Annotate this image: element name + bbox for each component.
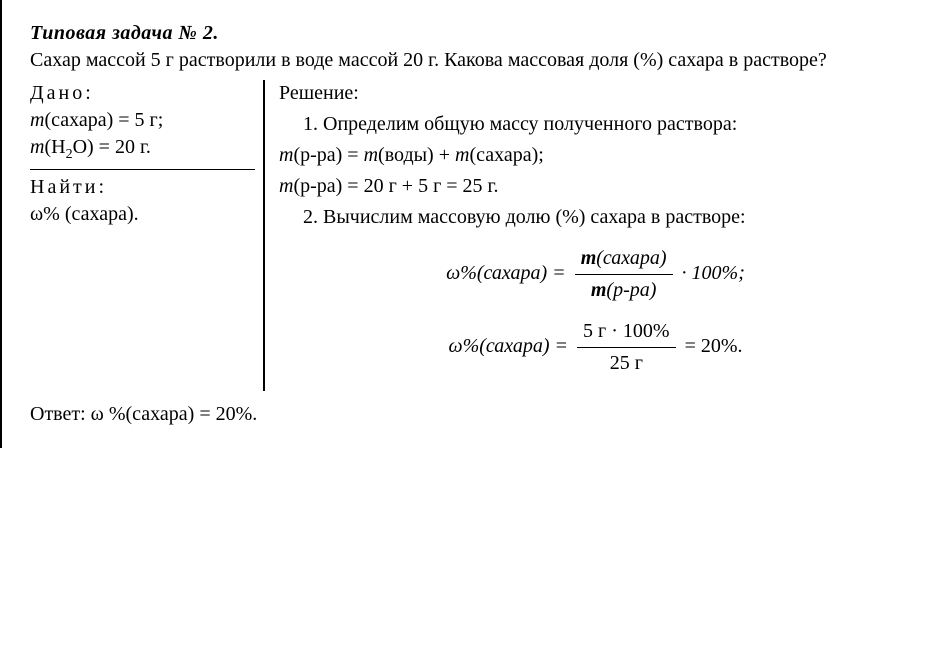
equation-1b: m(р-ра) = 20 г + 5 г = 25 г. [279, 173, 912, 200]
find-label: Найти: [30, 174, 255, 201]
right-column: Решение: 1. Определим общую массу получе… [265, 80, 912, 391]
var-m: m [455, 144, 469, 166]
formula-lhs: ω%(сахара) = [448, 335, 573, 357]
var-m: m [30, 136, 44, 158]
fraction-1: m(сахара) m(р-ра) [575, 245, 673, 304]
solution-layout: Дано: m(сахара) = 5 г; m(H2O) = 20 г. На… [30, 80, 912, 391]
answer-line: Ответ: ω %(сахара) = 20%. [30, 401, 912, 428]
given-block: Дано: m(сахара) = 5 г; m(H2O) = 20 г. [30, 80, 255, 170]
eq-text: (р-ра) = 20 г + 5 г = 25 г. [293, 175, 498, 197]
eq-text: (сахара); [469, 144, 543, 166]
var-m: m [364, 144, 378, 166]
var-m: m [279, 144, 293, 166]
eq-text: (воды) + [378, 144, 455, 166]
formula-rhs: · 100%; [682, 262, 745, 284]
fraction-2: 5 г · 100% 25 г [577, 318, 676, 377]
find-line: ω% (сахара). [30, 201, 255, 228]
var-m: m [581, 247, 597, 269]
frac-den-text: (р-ра) [606, 279, 656, 301]
equation-1a: m(р-ра) = m(воды) + m(сахара); [279, 142, 912, 169]
formula-lhs: ω%(сахара) = [446, 262, 571, 284]
solution-step-2: 2. Вычислим массовую долю (%) сахара в р… [279, 204, 912, 231]
var-m: m [30, 109, 44, 131]
given-sugar-text: (сахара) = 5 г; [44, 109, 163, 131]
formula-rhs: = 20%. [685, 335, 743, 357]
formula-1: ω%(сахара) = m(сахара) m(р-ра) · 100%; [279, 245, 912, 304]
frac-num-text: 5 г · 100% [577, 318, 676, 348]
given-label: Дано: [30, 80, 255, 107]
given-water-post: O) = 20 г. [73, 136, 151, 158]
solution-label: Решение: [279, 80, 912, 107]
frac-den-text: 25 г [577, 348, 676, 377]
formula-2: ω%(сахара) = 5 г · 100% 25 г = 20%. [279, 318, 912, 377]
eq-text: (р-ра) = [293, 144, 363, 166]
given-line-sugar: m(сахара) = 5 г; [30, 107, 255, 134]
problem-statement: Сахар массой 5 г растворили в воде массо… [30, 47, 912, 74]
left-column: Дано: m(сахара) = 5 г; m(H2O) = 20 г. На… [30, 80, 265, 391]
find-block: Найти: ω% (сахара). [30, 170, 255, 228]
var-m: m [279, 175, 293, 197]
given-line-water: m(H2O) = 20 г. [30, 134, 255, 165]
given-water-pre: (H [44, 136, 65, 158]
solution-step-1: 1. Определим общую массу полученного рас… [279, 111, 912, 138]
var-m: m [591, 279, 607, 301]
problem-title: Типовая задача № 2. [30, 20, 912, 47]
frac-num-text: (сахара) [596, 247, 666, 269]
given-water-sub: 2 [66, 147, 73, 162]
